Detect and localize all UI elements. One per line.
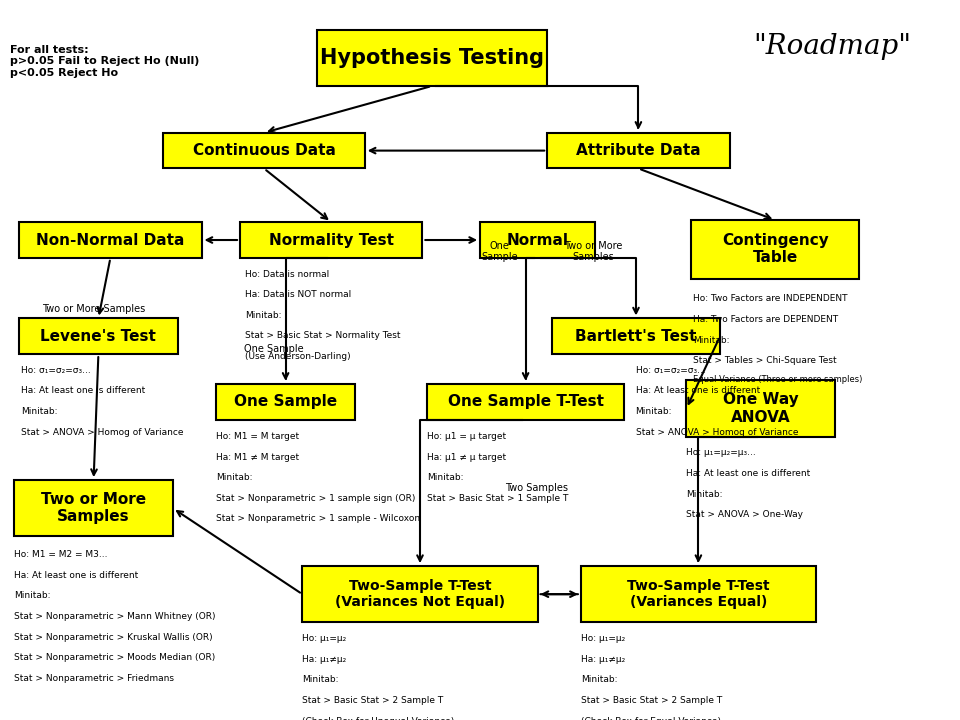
Text: Ha: M1 ≠ M target: Ha: M1 ≠ M target: [216, 452, 300, 462]
Text: Ha: At least one is different: Ha: At least one is different: [21, 387, 145, 395]
Text: Minitab:: Minitab:: [686, 490, 723, 499]
Text: Minitab:: Minitab:: [14, 591, 51, 600]
Text: Ha: At least one is different: Ha: At least one is different: [686, 469, 810, 478]
Text: Stat > Basic Stat > 2 Sample T: Stat > Basic Stat > 2 Sample T: [581, 696, 722, 705]
Text: Two Samples: Two Samples: [505, 483, 568, 492]
Text: One Sample: One Sample: [234, 394, 337, 409]
FancyBboxPatch shape: [691, 220, 859, 279]
Text: Stat > Basic Stat > 1 Sample T: Stat > Basic Stat > 1 Sample T: [427, 494, 568, 503]
Text: Ho: μ₁=μ₂=μ₃...: Ho: μ₁=μ₂=μ₃...: [686, 449, 756, 457]
Text: (Check Box for Equal Variance): (Check Box for Equal Variance): [581, 716, 721, 720]
Text: Ha: Two Factors are DEPENDENT: Ha: Two Factors are DEPENDENT: [693, 315, 838, 324]
Text: Minitab:: Minitab:: [245, 311, 281, 320]
Text: Bartlett's Test: Bartlett's Test: [575, 329, 697, 343]
Text: Minitab:: Minitab:: [693, 336, 730, 345]
Text: Contingency
Table: Contingency Table: [722, 233, 828, 266]
Text: Ho: μ₁=μ₂: Ho: μ₁=μ₂: [581, 634, 625, 643]
Text: Attribute Data: Attribute Data: [576, 143, 701, 158]
FancyBboxPatch shape: [216, 384, 355, 420]
Text: Stat > ANOVA > Homog of Variance: Stat > ANOVA > Homog of Variance: [636, 428, 798, 437]
FancyBboxPatch shape: [240, 222, 422, 258]
Text: Hypothesis Testing: Hypothesis Testing: [320, 48, 544, 68]
Text: Two-Sample T-Test
(Variances Equal): Two-Sample T-Test (Variances Equal): [627, 579, 770, 609]
Text: Ha: μ₁≠μ₂: Ha: μ₁≠μ₂: [581, 654, 625, 664]
Text: Stat > Nonparametric > 1 sample - Wilcoxon: Stat > Nonparametric > 1 sample - Wilcox…: [216, 514, 420, 523]
Text: Minitab:: Minitab:: [427, 473, 464, 482]
FancyBboxPatch shape: [686, 380, 835, 437]
Text: Ho: M1 = M2 = M3...: Ho: M1 = M2 = M3...: [14, 550, 108, 559]
Text: Ha: μ₁≠μ₂: Ha: μ₁≠μ₂: [302, 654, 347, 664]
Text: Stat > Nonparametric > Kruskal Wallis (OR): Stat > Nonparametric > Kruskal Wallis (O…: [14, 633, 213, 642]
Text: One Sample T-Test: One Sample T-Test: [447, 394, 604, 409]
Text: (Use Anderson-Darling): (Use Anderson-Darling): [245, 352, 350, 361]
FancyBboxPatch shape: [480, 222, 595, 258]
Text: Stat > Nonparametric > 1 sample sign (OR): Stat > Nonparametric > 1 sample sign (OR…: [216, 494, 416, 503]
FancyBboxPatch shape: [163, 132, 365, 168]
Text: Stat > Nonparametric > Friedmans: Stat > Nonparametric > Friedmans: [14, 674, 175, 683]
FancyBboxPatch shape: [547, 132, 730, 168]
Text: Minitab:: Minitab:: [216, 473, 252, 482]
Text: Two-Sample T-Test
(Variances Not Equal): Two-Sample T-Test (Variances Not Equal): [335, 579, 505, 609]
Text: Two or More
Samples: Two or More Samples: [564, 240, 622, 262]
Text: Stat > Nonparametric > Moods Median (OR): Stat > Nonparametric > Moods Median (OR): [14, 653, 216, 662]
Text: Ho: Two Factors are INDEPENDENT: Ho: Two Factors are INDEPENDENT: [693, 294, 848, 303]
FancyBboxPatch shape: [19, 222, 202, 258]
Text: Normal: Normal: [507, 233, 568, 248]
Text: Levene's Test: Levene's Test: [40, 329, 156, 343]
Text: Stat > ANOVA > One-Way: Stat > ANOVA > One-Way: [686, 510, 804, 519]
Text: (Check Box for Unequal Variance): (Check Box for Unequal Variance): [302, 716, 455, 720]
Text: One Way
ANOVA: One Way ANOVA: [723, 392, 799, 425]
FancyBboxPatch shape: [581, 566, 816, 622]
Text: Ho: σ₁=σ₂=σ₃...: Ho: σ₁=σ₂=σ₃...: [636, 366, 706, 375]
Text: One Sample: One Sample: [244, 344, 303, 354]
Text: Ho: Data is normal: Ho: Data is normal: [245, 269, 329, 279]
Text: For all tests:
p>0.05 Fail to Reject Ho (Null)
p<0.05 Reject Ho: For all tests: p>0.05 Fail to Reject Ho …: [10, 45, 199, 78]
Text: Stat > Basic Stat > Normality Test: Stat > Basic Stat > Normality Test: [245, 331, 400, 341]
FancyBboxPatch shape: [552, 318, 720, 354]
FancyBboxPatch shape: [19, 318, 178, 354]
Text: Minitab:: Minitab:: [636, 407, 672, 416]
Text: Ho: μ1 = μ target: Ho: μ1 = μ target: [427, 432, 506, 441]
Text: Ho: σ₁=σ₂=σ₃...: Ho: σ₁=σ₂=σ₃...: [21, 366, 91, 375]
Text: "Roadmap": "Roadmap": [754, 33, 912, 60]
Text: Minitab:: Minitab:: [21, 407, 58, 416]
Text: Stat > ANOVA > Homog of Variance: Stat > ANOVA > Homog of Variance: [21, 428, 183, 437]
FancyBboxPatch shape: [427, 384, 624, 420]
Text: One
Sample: One Sample: [481, 240, 517, 262]
Text: Two or More
Samples: Two or More Samples: [41, 492, 146, 524]
Text: Non-Normal Data: Non-Normal Data: [36, 233, 184, 248]
Text: Equal Variance (Three or more samples): Equal Variance (Three or more samples): [693, 375, 862, 384]
Text: Ho: μ₁=μ₂: Ho: μ₁=μ₂: [302, 634, 347, 643]
Text: Ha: Data is NOT normal: Ha: Data is NOT normal: [245, 290, 351, 300]
Text: Ha: At least one is different: Ha: At least one is different: [14, 571, 138, 580]
Text: Ha: At least one is different: Ha: At least one is different: [636, 387, 759, 395]
Text: Normality Test: Normality Test: [269, 233, 394, 248]
Text: Two or More Samples: Two or More Samples: [42, 304, 146, 314]
Text: Stat > Basic Stat > 2 Sample T: Stat > Basic Stat > 2 Sample T: [302, 696, 444, 705]
Text: Minitab:: Minitab:: [302, 675, 339, 684]
FancyBboxPatch shape: [302, 566, 538, 622]
Text: Stat > Tables > Chi-Square Test: Stat > Tables > Chi-Square Test: [693, 356, 837, 365]
FancyBboxPatch shape: [317, 30, 547, 86]
Text: Ho: M1 = M target: Ho: M1 = M target: [216, 432, 300, 441]
Text: Continuous Data: Continuous Data: [193, 143, 335, 158]
Text: Minitab:: Minitab:: [581, 675, 617, 684]
Text: Ha: μ1 ≠ μ target: Ha: μ1 ≠ μ target: [427, 452, 506, 462]
Text: Stat > Nonparametric > Mann Whitney (OR): Stat > Nonparametric > Mann Whitney (OR): [14, 612, 216, 621]
FancyBboxPatch shape: [14, 480, 173, 536]
